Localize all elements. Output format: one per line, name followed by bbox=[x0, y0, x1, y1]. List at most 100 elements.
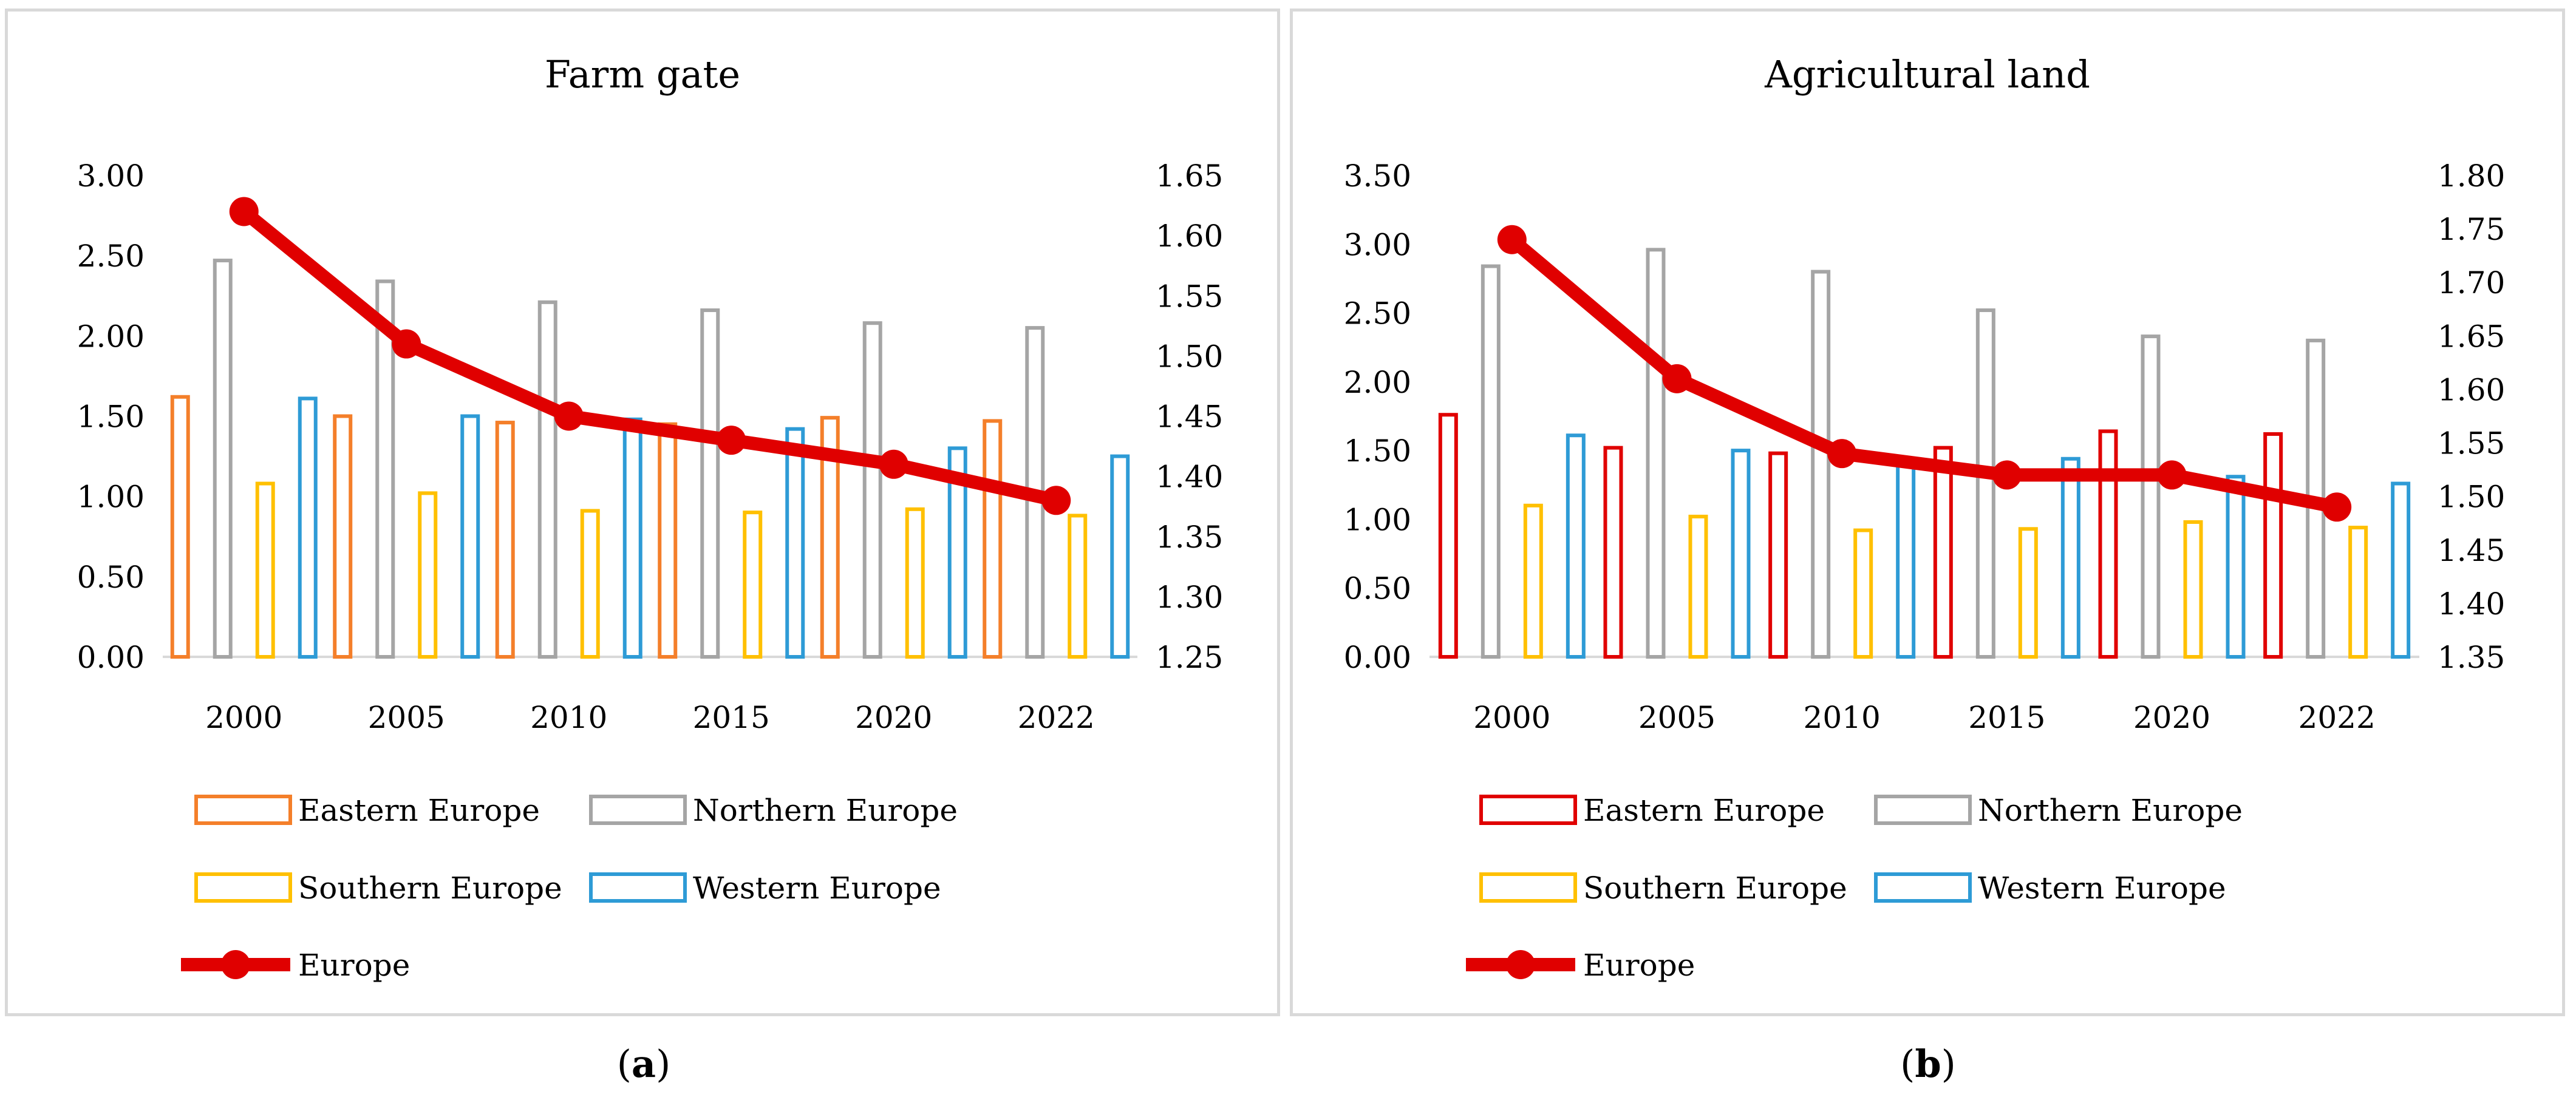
right-axis-tick-label: 1.55 bbox=[1156, 279, 1223, 314]
bar-western-europe bbox=[1110, 454, 1130, 659]
bar-western-europe bbox=[622, 417, 642, 659]
x-axis-tick-label: 2015 bbox=[693, 700, 770, 735]
left-axis-tick-label: 3.00 bbox=[1344, 227, 1411, 262]
x-axis-tick-label: 2020 bbox=[2133, 700, 2210, 735]
left-axis-tick-label: 2.00 bbox=[1344, 365, 1411, 400]
bar-northern-europe bbox=[537, 300, 557, 659]
chart-title: Agricultural land bbox=[1764, 52, 2090, 97]
bar-western-europe bbox=[2391, 481, 2411, 659]
legend-swatch bbox=[1479, 872, 1577, 903]
right-axis-tick-label: 1.60 bbox=[2438, 372, 2505, 407]
right-axis-tick-label: 1.35 bbox=[2438, 640, 2505, 675]
legend-swatch bbox=[589, 795, 687, 825]
bar-eastern-europe bbox=[495, 421, 515, 659]
farm-gate-chart: Farm gate 0.00 0.50 1.00 1.50 2.00 2.50 3.00 1.2… bbox=[77, 52, 1224, 983]
point-europe bbox=[229, 197, 259, 226]
chart-panel-farm-gate: Farm gate 0.00 0.50 1.00 1.50 2.00 2.50 3.00 1.2… bbox=[5, 8, 1280, 1016]
bar-eastern-europe bbox=[2263, 432, 2283, 659]
legend-swatch bbox=[589, 872, 687, 903]
point-europe bbox=[392, 329, 421, 359]
bar-western-europe bbox=[298, 396, 318, 659]
point-europe bbox=[2322, 492, 2352, 522]
bar-eastern-europe bbox=[983, 419, 1003, 659]
x-axis-tick-label: 2005 bbox=[1638, 700, 1716, 735]
right-axis-tick-label: 1.70 bbox=[2438, 265, 2505, 300]
left-axis-tick-label: 1.00 bbox=[1344, 502, 1411, 537]
legend-swatch bbox=[194, 872, 292, 903]
right-axis-tick-label: 1.75 bbox=[2438, 212, 2505, 247]
caption-a: (a) bbox=[616, 1042, 671, 1086]
left-axis-tick-label: 0.50 bbox=[77, 560, 145, 595]
line-europe bbox=[237, 205, 1063, 508]
right-axis-tick-label: 1.40 bbox=[2438, 586, 2505, 622]
bar-western-europe bbox=[460, 414, 480, 659]
bar-eastern-europe bbox=[170, 395, 190, 659]
point-europe bbox=[1041, 486, 1071, 515]
x-axis-tick-label: 2005 bbox=[368, 700, 445, 735]
bar-southern-europe bbox=[743, 511, 763, 659]
bar-eastern-europe bbox=[1438, 413, 1458, 659]
bar-northern-europe bbox=[862, 321, 882, 659]
legend-label: Southern Europe bbox=[1583, 871, 1847, 906]
right-axis-tick-label: 1.45 bbox=[2438, 533, 2505, 568]
right-axis-tick-label: 1.80 bbox=[2438, 158, 2505, 194]
right-axis-tick-label: 1.55 bbox=[2438, 426, 2505, 461]
point-europe bbox=[1827, 439, 1857, 469]
left-axis-tick-label: 0.50 bbox=[1344, 571, 1411, 606]
x-axis-tick-label: 2010 bbox=[1804, 700, 1881, 735]
bar-northern-europe bbox=[1646, 248, 1666, 659]
bar-southern-europe bbox=[2183, 520, 2203, 659]
bar-eastern-europe bbox=[1933, 446, 1953, 659]
legend-label: Western Europe bbox=[693, 871, 941, 906]
x-axis-tick-label: 2010 bbox=[530, 700, 607, 735]
legend-swatch bbox=[1874, 795, 1972, 825]
bar-northern-europe bbox=[375, 279, 395, 659]
right-axis-tick-label: 1.65 bbox=[2438, 319, 2505, 354]
left-axis-tick-label: 2.00 bbox=[77, 319, 145, 354]
bar-northern-europe bbox=[1811, 270, 1831, 659]
legend-label: Eastern Europe bbox=[1583, 793, 1825, 828]
bar-eastern-europe bbox=[1768, 451, 1788, 659]
bar-eastern-europe bbox=[1603, 446, 1623, 659]
bar-northern-europe bbox=[213, 259, 233, 659]
right-axis-tick-label: 1.30 bbox=[1156, 580, 1223, 615]
left-axis-tick-label: 1.00 bbox=[77, 480, 145, 515]
left-axis-tick-label: 0.00 bbox=[1344, 640, 1411, 675]
point-europe bbox=[1992, 460, 2022, 490]
left-axis-tick-label: 1.50 bbox=[77, 399, 145, 435]
bar-northern-europe bbox=[2141, 334, 2161, 659]
bar-eastern-europe bbox=[2098, 429, 2118, 659]
legend-label: Western Europe bbox=[1978, 871, 2226, 906]
right-axis-tick-label: 1.35 bbox=[1156, 520, 1223, 555]
legend-swatch bbox=[1874, 872, 1972, 903]
bar-western-europe bbox=[2226, 475, 2246, 659]
bar-eastern-europe bbox=[658, 422, 678, 659]
right-axis-tick-label: 1.60 bbox=[1156, 219, 1223, 254]
bar-southern-europe bbox=[1853, 528, 1873, 659]
bar-southern-europe bbox=[580, 509, 600, 659]
bar-northern-europe bbox=[1481, 264, 1501, 659]
point-europe bbox=[1497, 225, 1527, 254]
chart-title: Farm gate bbox=[545, 52, 740, 97]
left-axis-tick-label: 0.00 bbox=[77, 640, 145, 675]
legend-label: Northern Europe bbox=[1978, 793, 2243, 828]
x-axis-tick-label: 2022 bbox=[1018, 700, 1095, 735]
right-axis-tick-label: 1.50 bbox=[1156, 339, 1223, 374]
point-europe bbox=[879, 449, 908, 479]
legend-swatch bbox=[1479, 795, 1577, 825]
x-axis-tick-label: 2020 bbox=[855, 700, 932, 735]
bar-southern-europe bbox=[418, 491, 438, 659]
legend-label: Europe bbox=[298, 948, 410, 983]
bar-eastern-europe bbox=[333, 414, 353, 659]
right-axis-tick-label: 1.50 bbox=[2438, 480, 2505, 515]
right-axis-tick-label: 1.40 bbox=[1156, 460, 1223, 495]
point-europe bbox=[2157, 460, 2187, 490]
bar-northern-europe bbox=[700, 308, 720, 659]
legend-label: Northern Europe bbox=[693, 793, 958, 828]
bar-southern-europe bbox=[2348, 526, 2368, 659]
legend-swatch-marker bbox=[221, 950, 250, 979]
legend-label: Europe bbox=[1583, 948, 1695, 983]
left-axis-tick-label: 2.50 bbox=[1344, 296, 1411, 331]
bar-southern-europe bbox=[905, 507, 925, 659]
x-axis-tick-label: 2000 bbox=[205, 700, 282, 735]
